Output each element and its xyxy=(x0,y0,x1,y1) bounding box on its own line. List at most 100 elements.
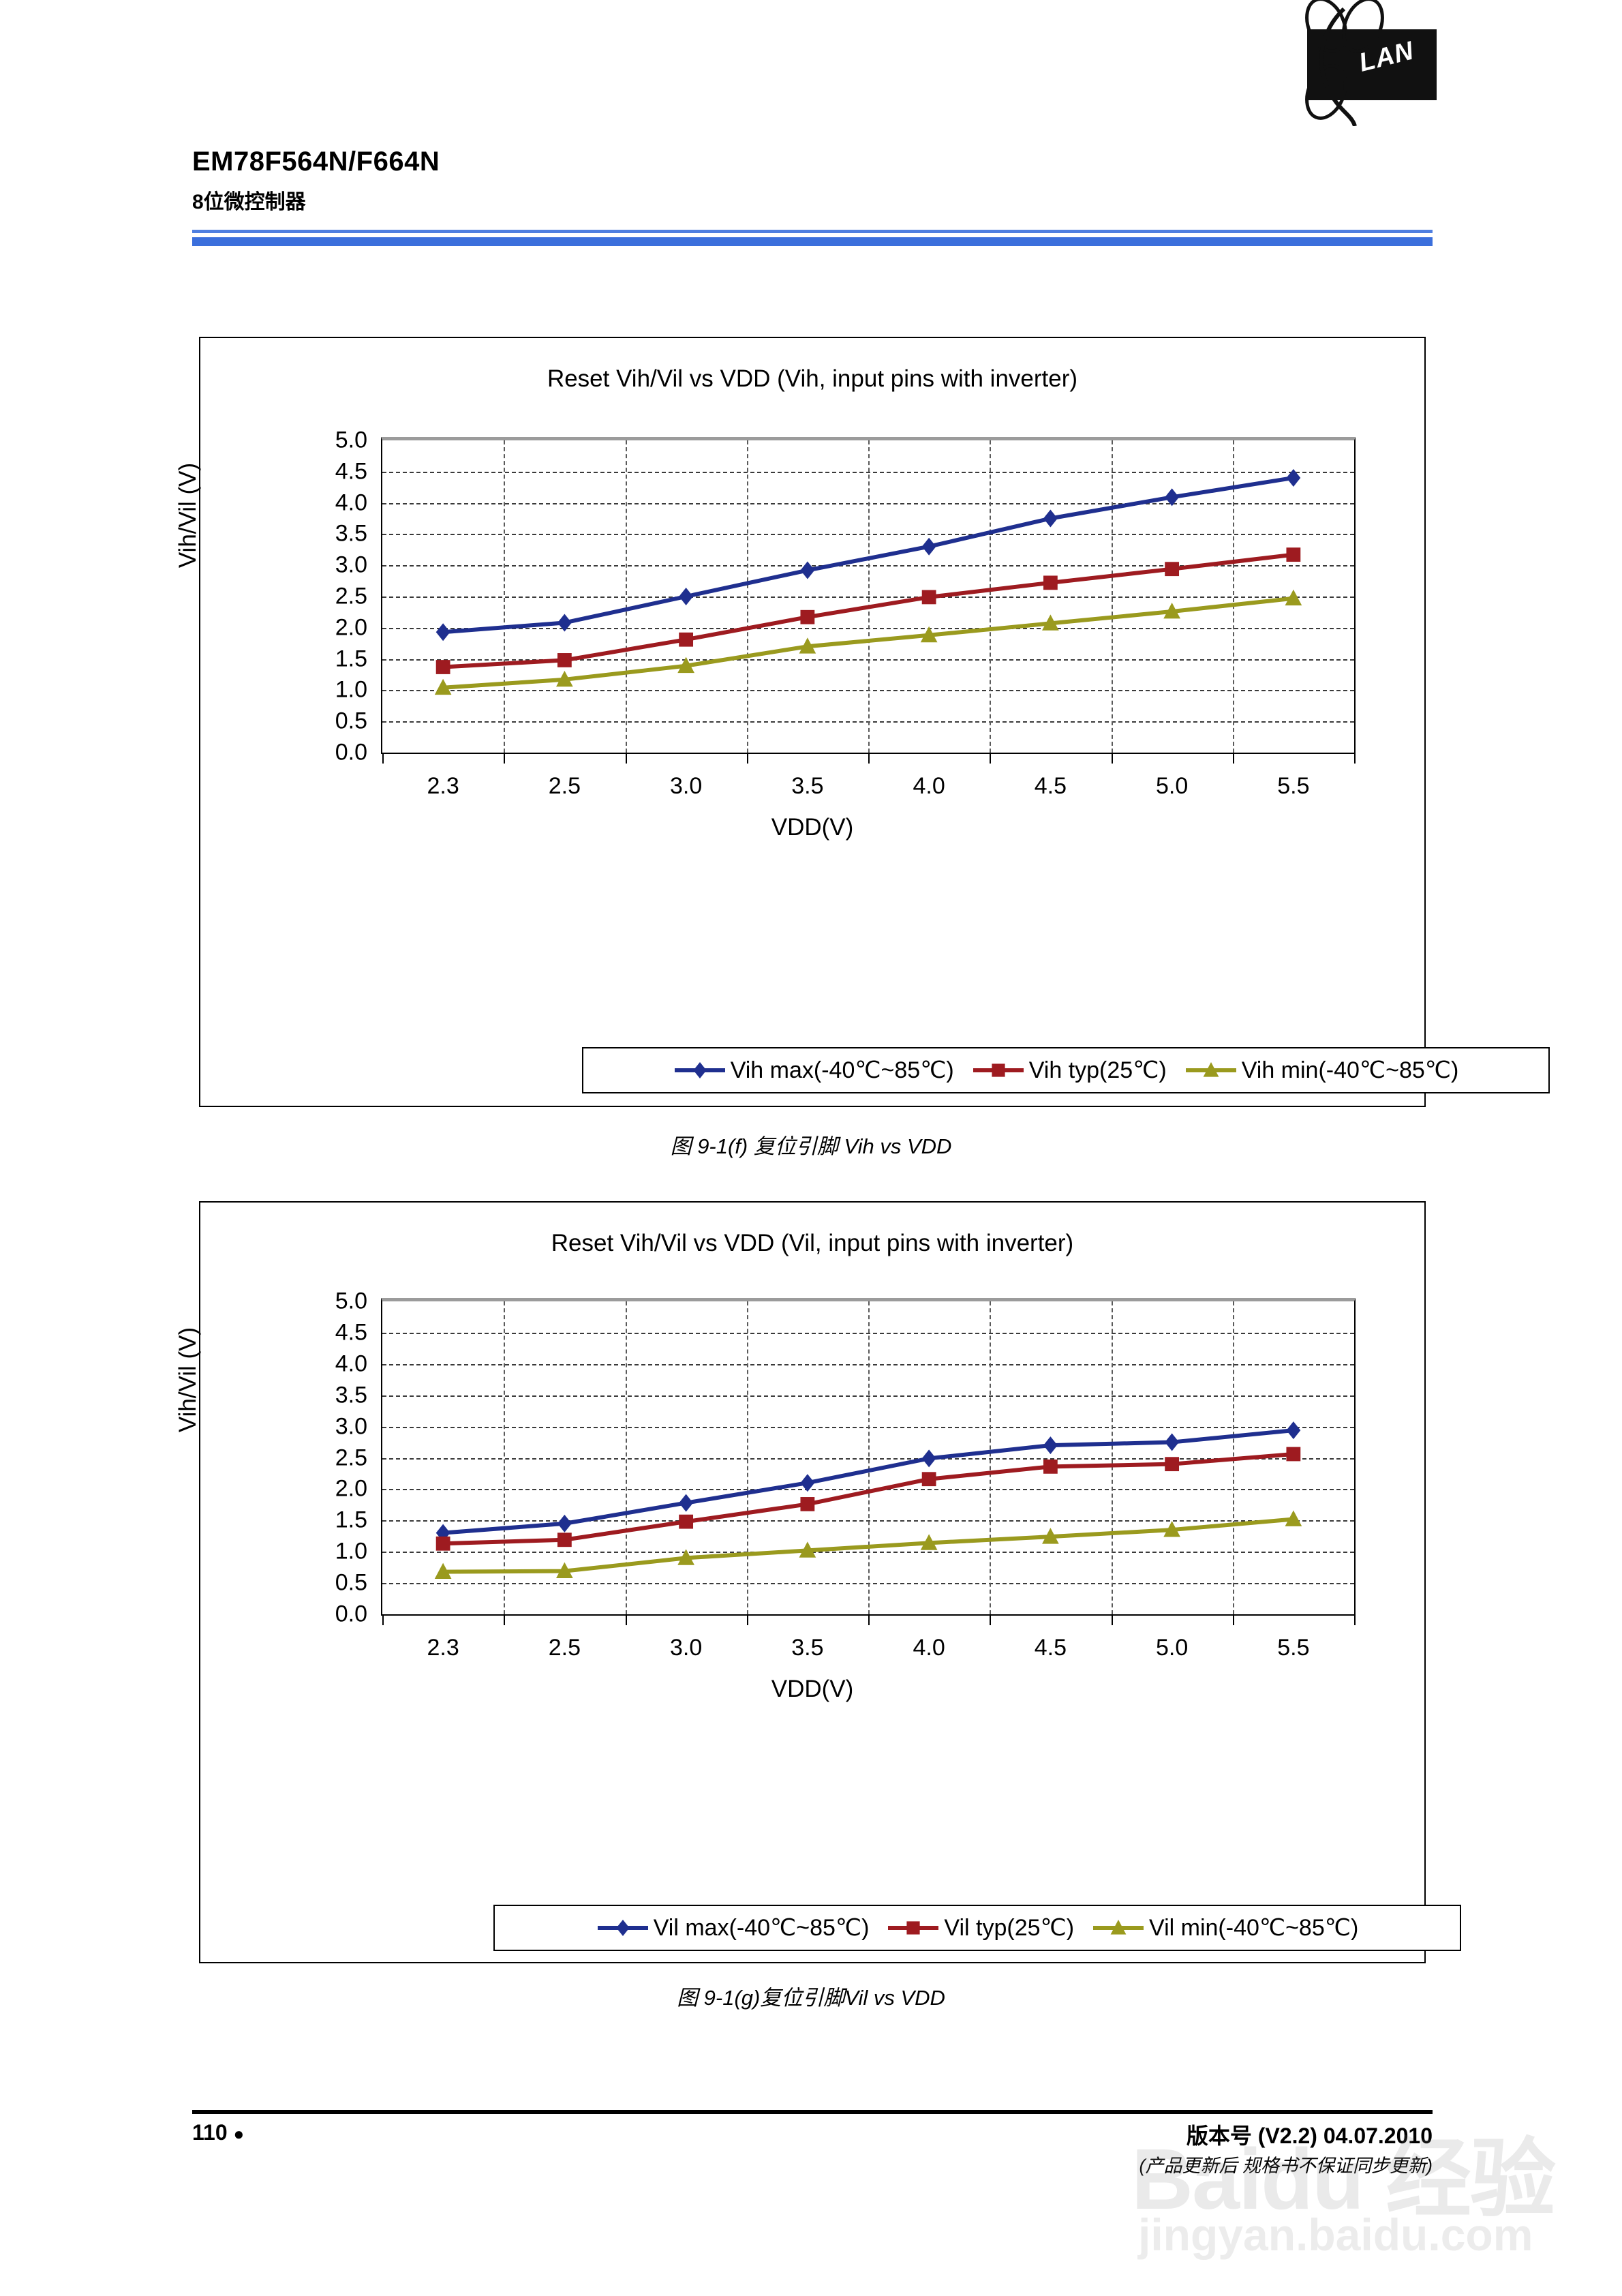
data-point-marker xyxy=(677,1549,694,1565)
footer-version: 版本号 (V2.2) 04.07.2010 xyxy=(1186,2124,1433,2148)
legend-item[interactable]: Vil max(-40℃~85℃) xyxy=(596,1914,870,1942)
x-axis-tick-mark xyxy=(1111,1614,1113,1625)
data-point-marker xyxy=(679,588,694,605)
legend-marker-icon xyxy=(888,1921,939,1935)
x-axis-tick-mark xyxy=(382,1614,384,1625)
data-point-marker xyxy=(800,1497,815,1511)
x-axis-tick-label: 5.5 xyxy=(1277,1635,1310,1661)
x-axis-tick-mark xyxy=(1232,1614,1234,1625)
data-point-marker xyxy=(434,678,452,695)
series-line xyxy=(441,1451,1296,1546)
data-point-marker xyxy=(1163,1521,1180,1537)
legend-item[interactable]: Vih max(-40℃~85℃) xyxy=(673,1057,954,1084)
legend-item[interactable]: Vih typ(25℃) xyxy=(972,1057,1167,1084)
plot-area-vih: 0.0 0.5 1.0 1.5 2.0 2.5 3.0 3.5 4.0 4.5 5.0 2.3 2.5 3… xyxy=(335,427,1356,799)
page-number-value: 110 xyxy=(192,2120,228,2145)
gridline-vertical xyxy=(625,1301,627,1614)
y-axis-tick-label: 1.5 xyxy=(335,646,367,672)
data-point-marker xyxy=(1165,1433,1180,1451)
legend-marker-icon xyxy=(1093,1920,1144,1935)
y-axis-tick-label: 2.5 xyxy=(335,583,367,609)
x-axis-tick-label: 3.5 xyxy=(791,1635,824,1661)
y-axis-tick-label: 4.0 xyxy=(335,1350,367,1377)
data-point-marker xyxy=(679,1494,694,1512)
x-axis-tick-mark xyxy=(990,1614,992,1625)
x-axis-tick-mark xyxy=(746,753,748,764)
y-axis-tick-label: 2.0 xyxy=(335,614,367,641)
x-axis-label-vih: VDD(V) xyxy=(771,814,854,841)
y-axis-tick-label: 1.0 xyxy=(335,1538,367,1565)
y-axis-tick-label: 4.5 xyxy=(335,1319,367,1346)
gridline-vertical xyxy=(868,440,870,753)
elan-logo: LAN xyxy=(1254,0,1438,126)
data-point-marker xyxy=(920,1534,938,1550)
plot-area-vil: 0.0 0.5 1.0 1.5 2.0 2.5 3.0 3.5 4.0 4.5 5.0 2.3 2.5 3… xyxy=(335,1288,1356,1661)
x-axis-tick-label: 3.0 xyxy=(669,773,703,799)
x-axis-tick-label: 4.0 xyxy=(913,773,945,799)
legend-item[interactable]: Vih min(-40℃~85℃) xyxy=(1184,1057,1459,1084)
footer-rule xyxy=(192,2110,1433,2114)
data-point-marker xyxy=(1043,1436,1058,1455)
data-point-marker xyxy=(1286,1447,1301,1462)
y-axis-tick-label: 1.5 xyxy=(335,1507,367,1533)
x-axis-tick-label: 2.3 xyxy=(427,773,459,799)
data-point-marker xyxy=(435,660,450,674)
x-axis-tick-label: 5.0 xyxy=(1155,1635,1189,1661)
y-axis-tick-label: 1.0 xyxy=(335,676,367,703)
series-layer xyxy=(434,1421,1302,1579)
figure-caption-vih: 图 9-1(f) 复位引脚 Vih vs VDD xyxy=(670,1134,952,1158)
y-axis-label-vil: Vih/Vil (V) xyxy=(174,1327,202,1433)
y-axis-tick-label: 3.5 xyxy=(335,1382,367,1408)
x-axis-tick-label: 2.5 xyxy=(548,773,581,799)
page-number: 110 ● xyxy=(192,2120,244,2145)
x-axis-tick-label: 3.0 xyxy=(669,1635,703,1661)
y-axis-tick-label: 5.0 xyxy=(335,427,367,453)
data-point-marker xyxy=(677,656,694,674)
gridline-vertical xyxy=(504,1301,506,1614)
x-axis-tick-mark xyxy=(504,753,506,764)
data-point-marker xyxy=(679,1514,694,1529)
page-header: EM78F564N/F664N 8位微控制器 xyxy=(192,147,1433,246)
data-point-marker xyxy=(1165,562,1180,577)
legend-label: Vih min(-40℃~85℃) xyxy=(1241,1057,1459,1083)
figure-vih-container: Reset Vih/Vil vs VDD (Vih, input pins wi… xyxy=(174,337,1550,1107)
legend-label: Vil max(-40℃~85℃) xyxy=(653,1915,870,1941)
x-axis-tick-label: 2.5 xyxy=(548,1635,581,1661)
x-axis-tick-mark xyxy=(625,753,627,764)
x-axis-tick-label: 2.3 xyxy=(427,1635,459,1661)
x-axis-tick-mark xyxy=(382,753,384,764)
gridline-vertical xyxy=(868,1301,870,1614)
legend-item[interactable]: Vil typ(25℃) xyxy=(887,1914,1074,1942)
y-axis-tick-label: 3.5 xyxy=(335,520,367,547)
data-point-marker xyxy=(921,537,936,556)
page-number-bullet: ● xyxy=(233,2124,245,2144)
data-point-marker xyxy=(920,626,938,643)
y-axis-tick-label: 0.5 xyxy=(335,708,367,734)
gridline-vertical xyxy=(1111,440,1113,753)
y-axis-tick-label: 0.0 xyxy=(335,739,367,766)
data-point-marker xyxy=(556,1562,573,1579)
data-point-marker xyxy=(800,561,815,579)
y-axis-tick-label: 0.0 xyxy=(335,1601,367,1627)
legend-marker-icon xyxy=(1185,1062,1236,1077)
data-point-marker xyxy=(679,632,694,647)
data-point-marker xyxy=(799,637,816,654)
figure-caption-vil: 图 9-1(g)复位引脚Vil vs VDD xyxy=(677,1986,945,2010)
gridline-vertical xyxy=(746,440,748,753)
gridline-vertical xyxy=(625,440,627,753)
footer-note: (产品更新后 规格书不保证同步更新) xyxy=(1139,2156,1433,2176)
data-point-marker xyxy=(557,653,572,667)
x-axis-tick-mark xyxy=(1232,753,1234,764)
data-point-marker xyxy=(1042,1528,1059,1544)
gridline-vertical xyxy=(504,440,506,753)
legend-item[interactable]: Vil min(-40℃~85℃) xyxy=(1092,1914,1358,1942)
y-axis-tick-label: 3.0 xyxy=(335,552,367,578)
y-axis-tick-label: 3.0 xyxy=(335,1413,367,1440)
gridline-vertical xyxy=(1232,440,1234,753)
data-point-marker xyxy=(434,1562,452,1579)
y-axis-tick-label: 2.5 xyxy=(335,1445,367,1470)
data-point-marker xyxy=(800,609,815,624)
data-point-marker xyxy=(1286,468,1301,487)
series-layer xyxy=(434,468,1302,695)
